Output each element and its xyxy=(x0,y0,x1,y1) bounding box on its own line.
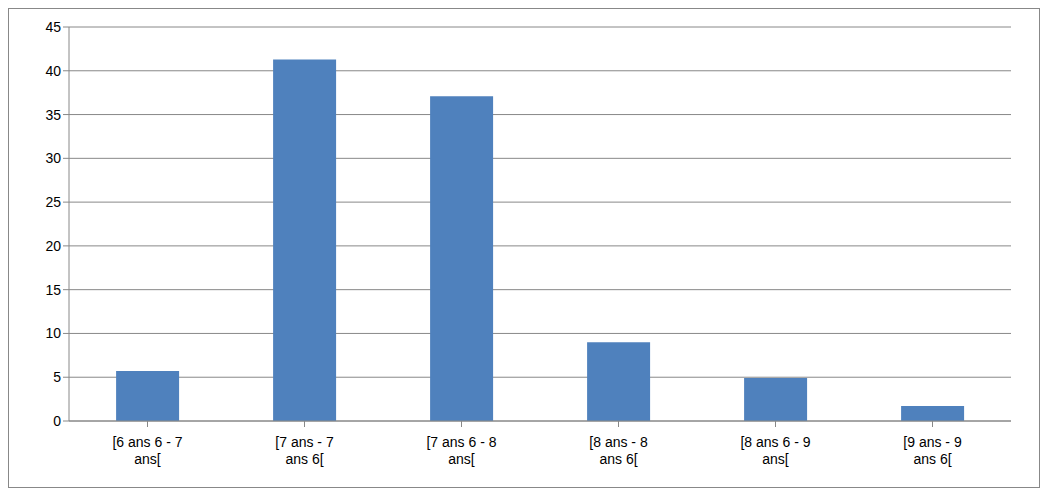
svg-text:15: 15 xyxy=(45,282,61,298)
svg-text:20: 20 xyxy=(45,238,61,254)
svg-text:[7 ans - 7ans 6[: [7 ans - 7ans 6[ xyxy=(275,434,334,467)
svg-text:[9 ans - 9ans 6[: [9 ans - 9ans 6[ xyxy=(903,434,962,467)
svg-text:10: 10 xyxy=(45,325,61,341)
svg-text:[6 ans 6 - 7ans[: [6 ans 6 - 7ans[ xyxy=(112,434,182,467)
svg-text:[7 ans 6 - 8ans[: [7 ans 6 - 8ans[ xyxy=(426,434,496,467)
svg-text:45: 45 xyxy=(45,19,61,35)
svg-text:30: 30 xyxy=(45,150,61,166)
svg-text:5: 5 xyxy=(53,369,61,385)
svg-text:40: 40 xyxy=(45,63,61,79)
svg-text:[8 ans 6 - 9ans[: [8 ans 6 - 9ans[ xyxy=(740,434,810,467)
svg-text:25: 25 xyxy=(45,194,61,210)
svg-text:[8 ans - 8ans 6[: [8 ans - 8ans 6[ xyxy=(589,434,648,467)
svg-text:35: 35 xyxy=(45,107,61,123)
svg-text:0: 0 xyxy=(53,413,61,429)
